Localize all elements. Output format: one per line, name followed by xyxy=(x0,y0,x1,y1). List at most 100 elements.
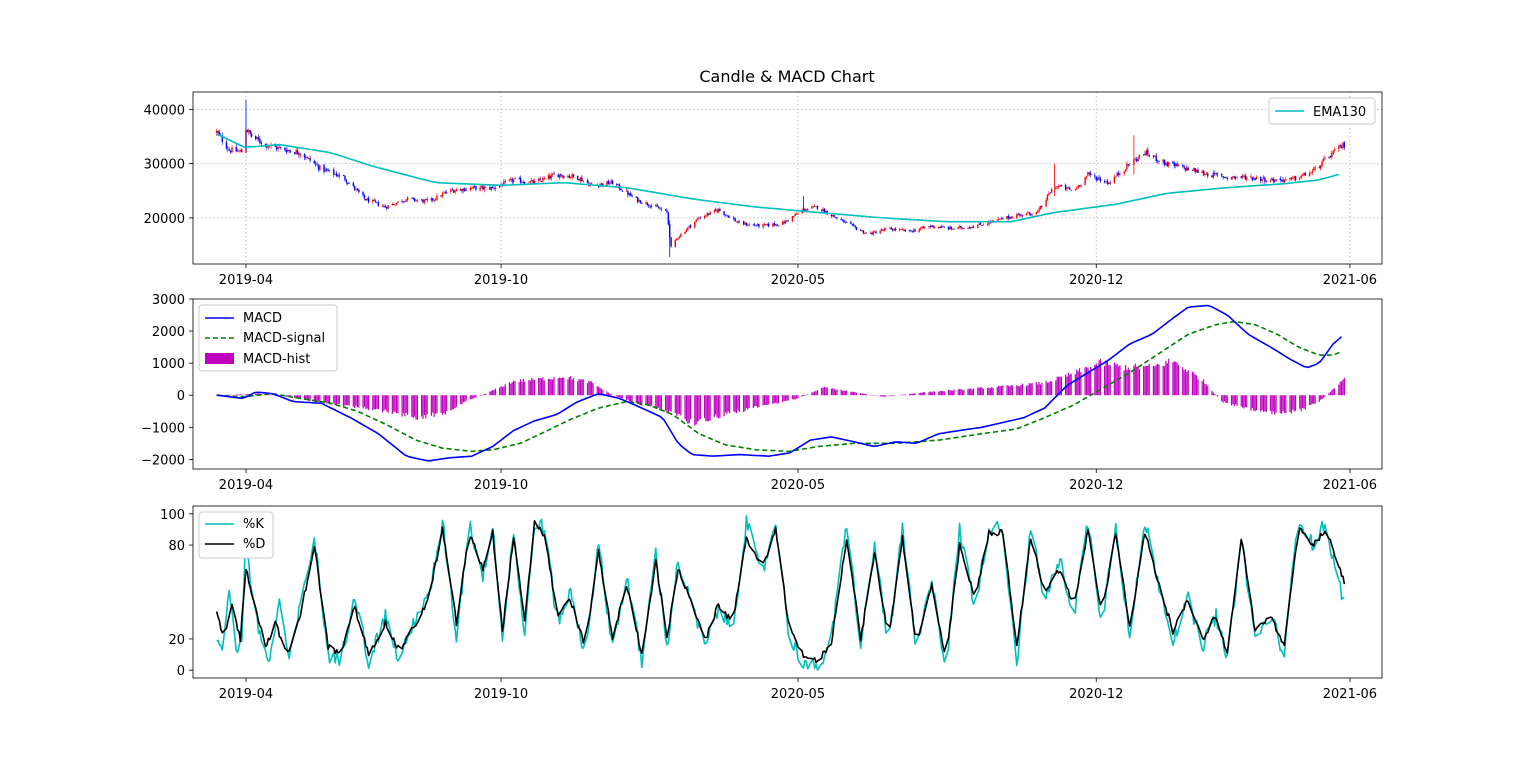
candle-body xyxy=(638,199,640,202)
candle-body xyxy=(345,180,348,183)
candle-body xyxy=(1340,146,1343,149)
candle-body xyxy=(1016,214,1018,219)
candle-body xyxy=(386,207,388,209)
candle-down xyxy=(1088,171,1090,177)
candle-body xyxy=(1328,156,1330,158)
candle-up xyxy=(791,215,794,223)
macd-hist-bar xyxy=(372,395,374,411)
candle-up xyxy=(1314,166,1316,172)
candle-body xyxy=(376,202,378,203)
candle-down xyxy=(737,219,739,224)
candle-down xyxy=(843,219,845,223)
candle-up xyxy=(931,225,933,227)
candle-down xyxy=(656,202,658,207)
macd-hist-bar xyxy=(609,393,611,396)
candle-down xyxy=(1166,160,1169,168)
candle-body xyxy=(485,186,487,188)
candle-up xyxy=(912,228,915,234)
candle-down xyxy=(1152,155,1155,159)
candle-body xyxy=(1050,189,1053,193)
candle-down xyxy=(892,228,894,232)
candle-down xyxy=(635,196,637,198)
candle-body xyxy=(405,199,407,202)
candle-up xyxy=(1293,175,1295,181)
macd-hist-bar xyxy=(606,391,608,396)
macd-hist-bar xyxy=(890,395,892,396)
macd-hist-bar xyxy=(903,394,905,396)
candle-body xyxy=(890,227,893,230)
candle-down xyxy=(871,232,873,235)
macd-hist-bar xyxy=(843,390,845,396)
macd-hist-bar xyxy=(938,391,940,396)
candle-down xyxy=(787,219,789,222)
macd-hist-bar xyxy=(460,395,462,405)
macd-hist-bar xyxy=(762,395,764,406)
macd-hist-bar xyxy=(733,395,735,412)
macd-hist-bar xyxy=(1010,384,1012,396)
candle-up xyxy=(381,204,384,208)
candle-up xyxy=(531,177,533,182)
macd-hist-bar xyxy=(1265,395,1267,413)
candle-up xyxy=(433,199,435,203)
candle-body xyxy=(1002,217,1004,220)
candle-body xyxy=(660,208,663,210)
candle-down xyxy=(412,197,414,201)
macd-hist-bar xyxy=(441,395,444,415)
candle-body xyxy=(922,226,925,228)
candle-down xyxy=(1339,143,1341,148)
candle-down xyxy=(451,187,453,191)
candle-body xyxy=(1289,177,1291,180)
macd-hist-bar xyxy=(581,379,583,396)
macd-hist-bar xyxy=(395,395,398,414)
macd-hist-bar xyxy=(1283,395,1286,413)
macd-hist-bar xyxy=(1016,385,1018,396)
candle-body xyxy=(358,189,360,193)
candle-up xyxy=(933,225,936,229)
candle-body xyxy=(787,220,789,222)
candle-down xyxy=(518,176,520,180)
candle-body xyxy=(363,195,366,199)
macd-hist-bar xyxy=(416,395,419,420)
macd-hist-bar xyxy=(620,395,622,399)
candle-body xyxy=(931,225,933,227)
candle-up xyxy=(1332,149,1334,156)
macd-hist-bar xyxy=(782,395,784,402)
candle-up xyxy=(762,223,764,229)
candle-up xyxy=(479,185,481,192)
candle-up xyxy=(777,225,780,227)
macd-hist-bar xyxy=(348,395,350,406)
candle-down xyxy=(1304,171,1307,176)
candle-up xyxy=(537,177,540,183)
macd-hist-bar xyxy=(577,381,579,396)
candle-up xyxy=(786,219,788,223)
candle-body xyxy=(1232,176,1234,178)
candle-body xyxy=(426,199,428,201)
x-tick-label: 2021-06 xyxy=(1323,687,1377,702)
candle-up xyxy=(299,152,302,159)
macd-hist-bar xyxy=(241,394,243,396)
candle-body xyxy=(1137,157,1139,162)
candle-body xyxy=(735,221,738,223)
macd-hist-bar xyxy=(723,395,725,417)
candle-down xyxy=(664,208,667,211)
candle-down xyxy=(1215,172,1217,177)
candle-up xyxy=(395,202,398,206)
macd-hist-bar xyxy=(1104,365,1106,396)
candle-down xyxy=(1147,146,1149,157)
macd-hist-bar xyxy=(659,395,661,411)
candle-up xyxy=(1232,175,1234,181)
macd-hist-bar xyxy=(645,395,647,405)
candle-body xyxy=(963,228,965,229)
candle-down xyxy=(1103,179,1106,184)
candle-down xyxy=(616,183,618,187)
candle-up xyxy=(1246,175,1248,182)
candle-body xyxy=(1037,211,1039,213)
candle-up xyxy=(1050,187,1053,194)
axes-frame xyxy=(192,298,1383,470)
candle-body xyxy=(433,199,435,201)
macd-hist-bar xyxy=(931,392,933,396)
macd-hist-bar xyxy=(981,387,983,396)
candle-body xyxy=(1041,206,1043,207)
macd-hist-bar xyxy=(1196,375,1198,396)
